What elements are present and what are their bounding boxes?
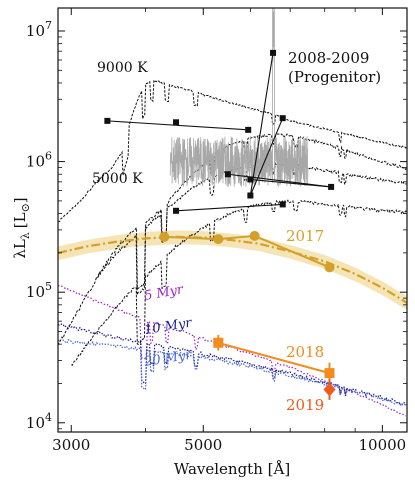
- y-tick-label-base-1: 10: [26, 283, 45, 301]
- series-2017-point-2: [249, 230, 260, 241]
- label-progenitor-line1: 2008-2009: [288, 49, 369, 67]
- series-2017-point-0: [159, 231, 170, 242]
- progenitor-point-7: [279, 115, 286, 122]
- hst-spectrum-line: [169, 8, 309, 188]
- y-axis-title-main: λL: [11, 239, 29, 259]
- x-axis-title: Wavelength [Å]: [174, 460, 290, 478]
- y-tick-label-exp-3: 7: [45, 19, 52, 32]
- y-tick-label-exp-1: 5: [45, 280, 52, 293]
- y-tick-label-exp-2: 6: [45, 150, 52, 163]
- plot-area: [58, 8, 407, 432]
- y-tick-label-1: 105: [26, 280, 52, 301]
- label-2017: 2017: [286, 227, 324, 245]
- progenitor-segment-3: [249, 117, 284, 196]
- progenitor-point-1: [173, 119, 180, 126]
- label-2019: 2019: [286, 396, 324, 414]
- y-tick-label-base-3: 10: [26, 22, 45, 40]
- model-2017-band: [58, 230, 407, 310]
- label-10myr: 10 Myr: [143, 316, 193, 338]
- series-2018-point-0: [213, 337, 224, 348]
- y-axis-title-unit-sub: ⊙: [19, 203, 32, 212]
- x-tick-label-0: 3000: [52, 436, 90, 454]
- y-tick-label-base-0: 10: [26, 414, 45, 432]
- y-tick-label-base-2: 10: [26, 153, 45, 171]
- label-5myr: 5 Myr: [143, 282, 185, 304]
- series-2019-point-0: [323, 382, 336, 397]
- x-tick-label-2: 10000: [359, 436, 407, 454]
- y-axis-title: λLλ [L⊙]: [11, 197, 32, 258]
- model-9000k-curve: [58, 78, 407, 223]
- progenitor-point-10: [328, 183, 335, 190]
- model-20myr-curve: [58, 338, 407, 407]
- model-2017-curve: [58, 235, 407, 304]
- progenitor-point-9: [247, 176, 254, 183]
- progenitor-point-5: [270, 49, 277, 56]
- x-tick-label-1: 5000: [184, 436, 222, 454]
- progenitor-point-3: [173, 207, 180, 214]
- label-progenitor-line2: (Progenitor): [288, 68, 381, 86]
- label-5000k: 5000 K: [92, 171, 143, 187]
- series-2018-line: [218, 341, 330, 375]
- progenitor-point-6: [247, 192, 254, 199]
- y-axis-title-unit: [L: [11, 212, 29, 228]
- series-2017-point-1: [213, 234, 224, 245]
- progenitor-segment-2: [249, 52, 274, 196]
- y-tick-label-exp-0: 4: [45, 411, 52, 424]
- progenitor-point-2: [245, 126, 252, 133]
- model-cool-curve-a: [71, 199, 407, 366]
- series-2018-point-1: [324, 368, 335, 379]
- progenitor-point-0: [104, 117, 111, 124]
- photometry-points: [104, 49, 336, 400]
- progenitor-segment-5: [250, 178, 332, 188]
- progenitor-segment-1: [175, 203, 283, 212]
- progenitor-point-8: [224, 171, 231, 178]
- label-9000k: 9000 K: [97, 60, 148, 76]
- y-tick-label-2: 106: [26, 150, 52, 171]
- plot-frame: [57, 7, 408, 433]
- series-2017-point-3: [324, 262, 335, 273]
- y-tick-label-0: 104: [26, 411, 52, 432]
- progenitor-point-4: [279, 201, 286, 208]
- y-axis-title-unit-close: ]: [11, 197, 29, 203]
- label-2018: 2018: [286, 343, 324, 361]
- y-tick-label-3: 107: [26, 19, 52, 40]
- hst-spectrum: [169, 8, 309, 188]
- series-2017-line: [164, 234, 330, 269]
- y-axis-title-sub: λ: [19, 232, 32, 239]
- progenitor-segment-0: [107, 120, 249, 131]
